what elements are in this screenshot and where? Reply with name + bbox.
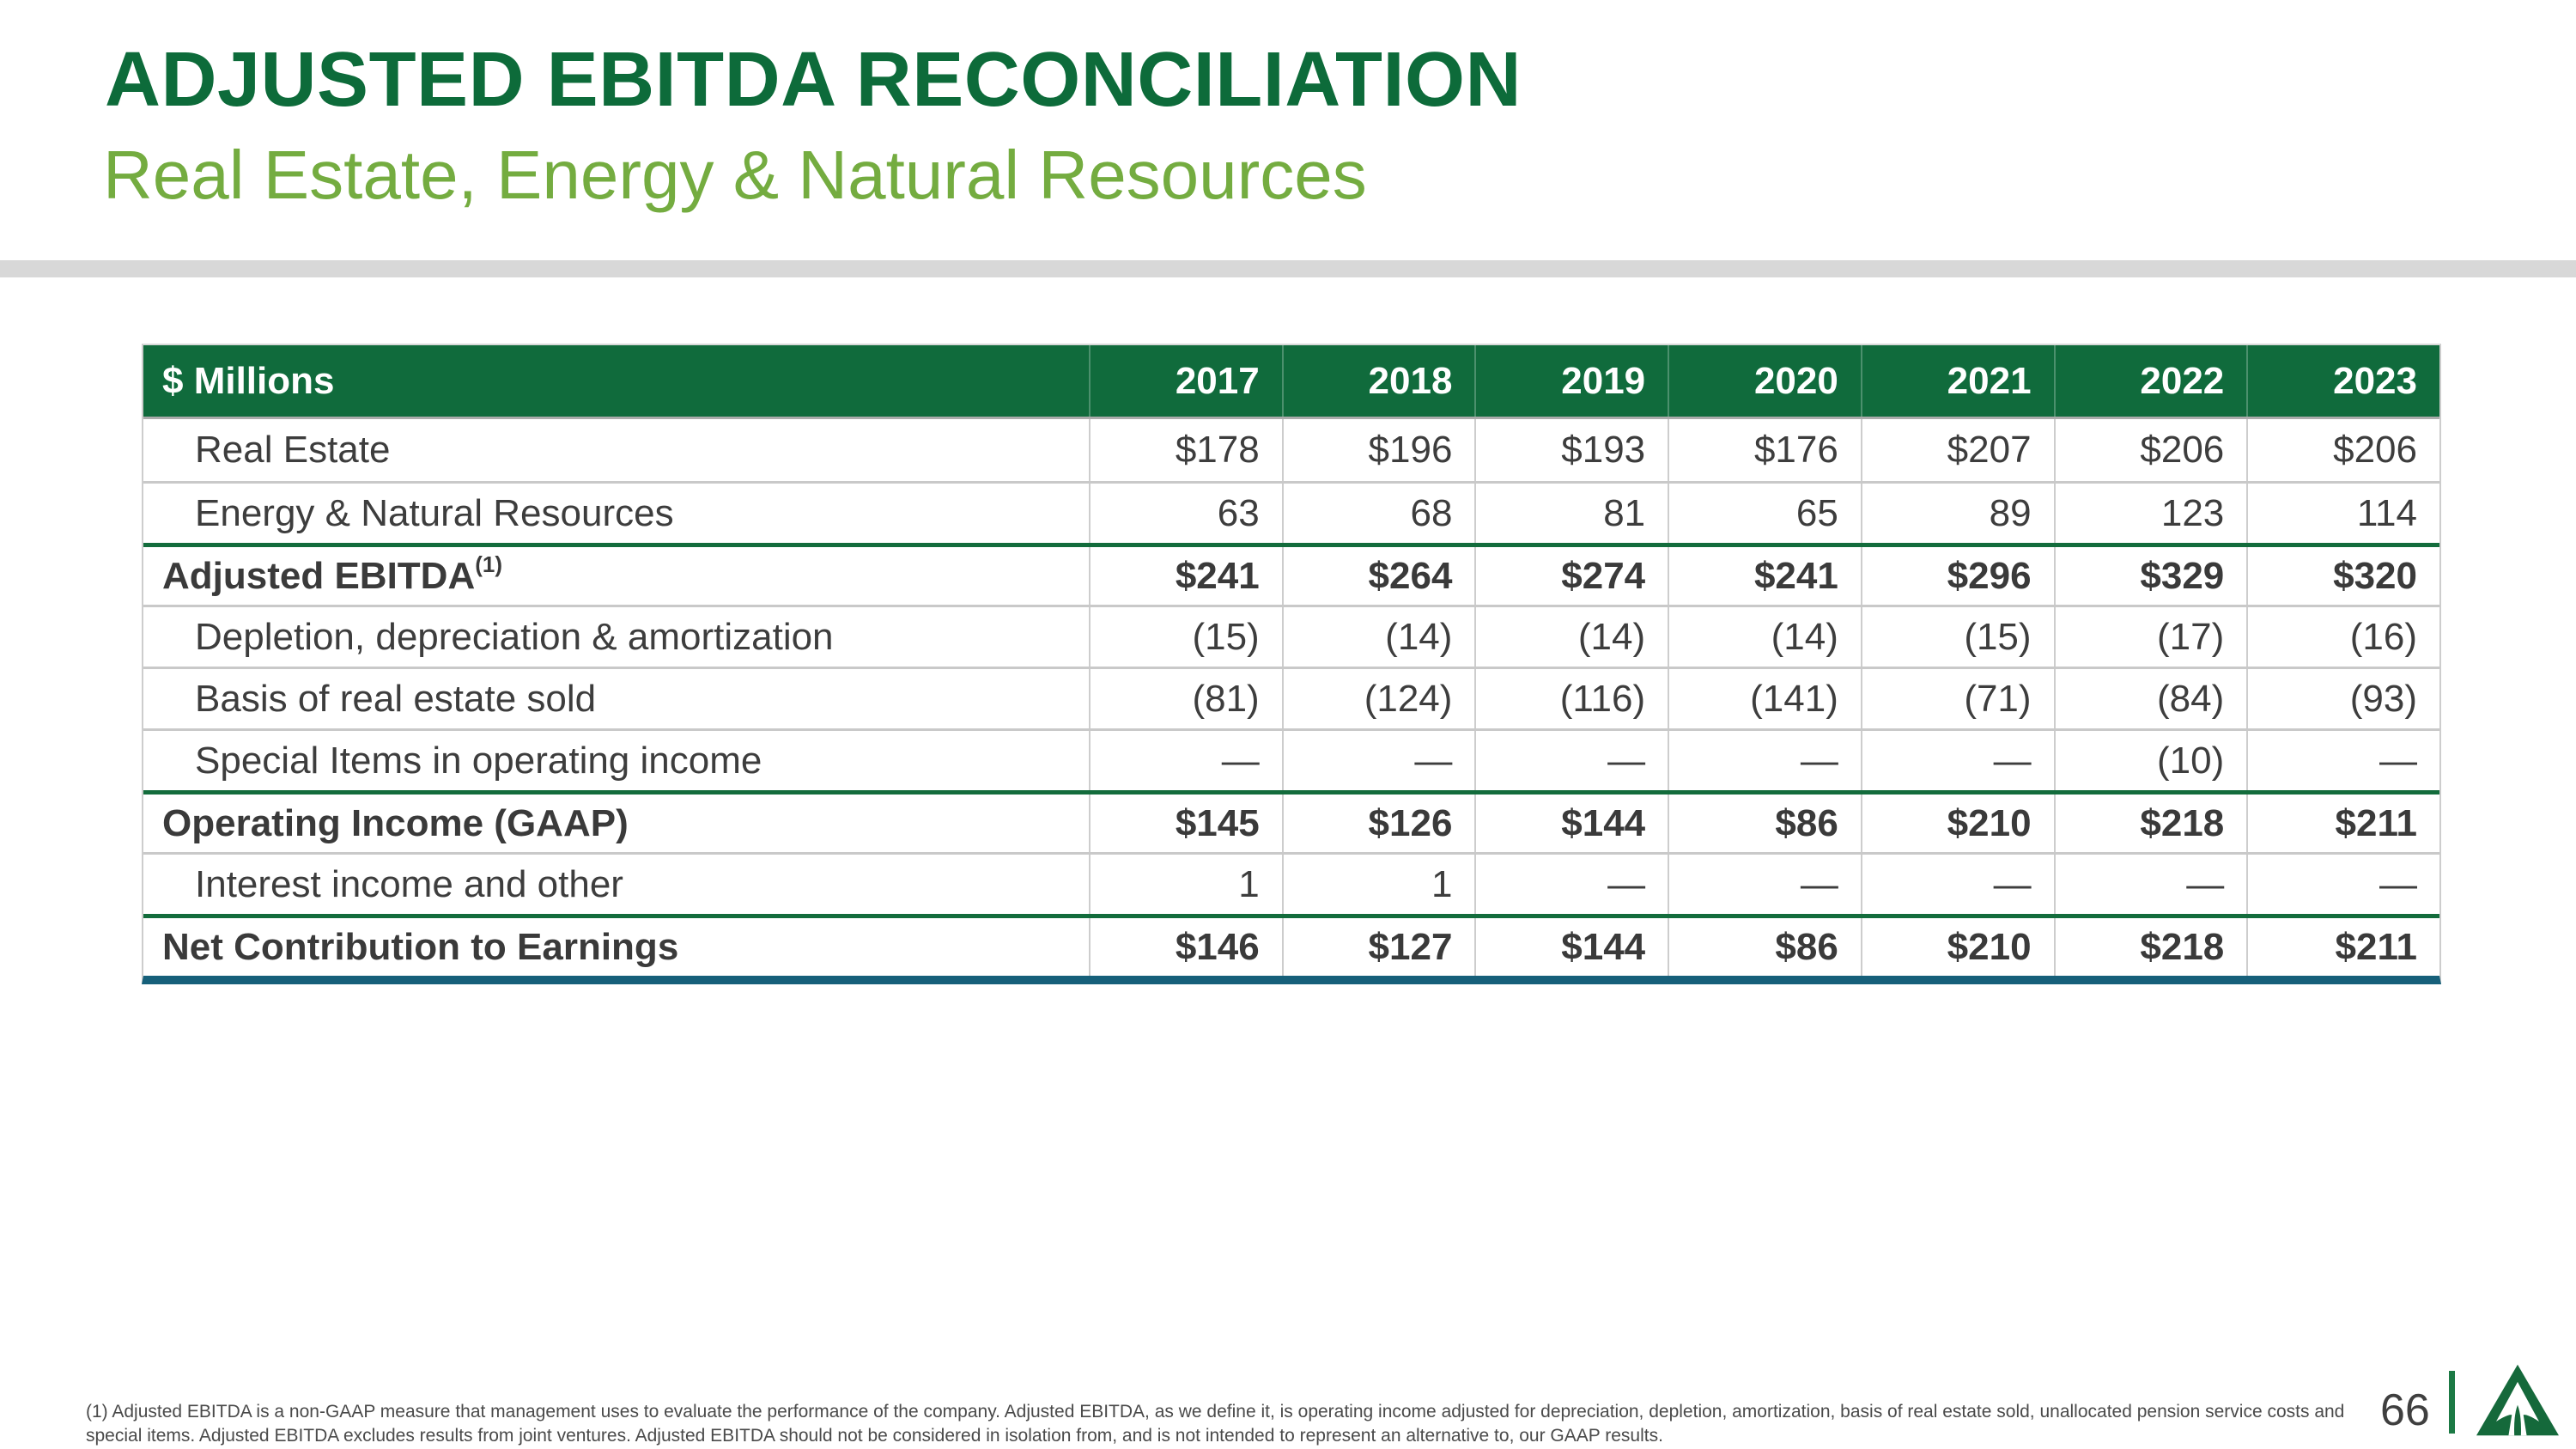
table-cell: $218 <box>2053 918 2247 976</box>
table-cell: $211 <box>2246 918 2439 976</box>
row-label: Interest income and other <box>195 862 623 905</box>
table-cell: $218 <box>2053 795 2247 852</box>
table-header-year: 2020 <box>1668 345 1861 417</box>
table-header-year: 2023 <box>2246 345 2439 417</box>
page-number: 66 <box>2380 1385 2430 1435</box>
table-cell: (15) <box>1089 607 1282 667</box>
row-label: Energy & Natural Resources <box>195 491 674 534</box>
table-cell: 89 <box>1860 484 2054 543</box>
row-label: Depletion, depreciation & amortization <box>195 615 834 658</box>
table-cell: $329 <box>2053 547 2247 605</box>
table-cell: (116) <box>1474 669 1668 728</box>
table-cell: — <box>1474 731 1668 790</box>
table-row-basis-of-real-estate-sold: Basis of real estate sold (81) (124) (11… <box>143 667 2439 728</box>
table-cell: (81) <box>1089 669 1282 728</box>
row-label: Basis of real estate sold <box>195 677 597 720</box>
table-header-year: 2022 <box>2053 345 2247 417</box>
page-subtitle: Real Estate, Energy & Natural Resources <box>103 137 1367 213</box>
row-label: Net Contribution to Earnings <box>162 925 679 968</box>
table-cell: $296 <box>1860 547 2054 605</box>
table-cell: $210 <box>1860 918 2054 976</box>
table-cell: $211 <box>2246 795 2439 852</box>
table-row-real-estate: Real Estate $178 $196 $193 $176 $207 $20… <box>143 419 2439 481</box>
row-label: Real Estate <box>195 429 391 471</box>
table-cell: — <box>1474 855 1668 914</box>
table-cell: $144 <box>1474 795 1668 852</box>
footnote-text: (1) Adjusted EBITDA is a non-GAAP measur… <box>86 1402 2345 1446</box>
table-cell: $176 <box>1668 419 1861 481</box>
table-cell: $241 <box>1668 547 1861 605</box>
table-cell: $86 <box>1668 795 1861 852</box>
table-cell: — <box>1281 731 1475 790</box>
table-row-special-items: Special Items in operating income — — — … <box>143 728 2439 790</box>
table-row-net-contribution-to-earnings: Net Contribution to Earnings $146 $127 $… <box>143 914 2439 976</box>
table-header-year: 2019 <box>1474 345 1668 417</box>
row-label: Operating Income (GAAP) <box>162 801 629 844</box>
table-header-year: 2017 <box>1089 345 1282 417</box>
title-divider-bar <box>0 260 2576 277</box>
table-cell: $207 <box>1860 419 2054 481</box>
table-cell: $178 <box>1089 419 1282 481</box>
table-cell: (84) <box>2053 669 2247 728</box>
table-cell: $146 <box>1089 918 1282 976</box>
table-cell: (93) <box>2246 669 2439 728</box>
table-cell: 63 <box>1089 484 1282 543</box>
table-cell: (10) <box>2053 731 2247 790</box>
table-row-depletion-depreciation-amortization: Depletion, depreciation & amortization (… <box>143 605 2439 667</box>
table-header-row: $ Millions 2017 2018 2019 2020 2021 2022… <box>143 345 2439 419</box>
table-cell: — <box>1668 855 1861 914</box>
table-cell: 68 <box>1281 484 1475 543</box>
table-header-unit-label: $ Millions <box>162 359 335 402</box>
table-cell: (15) <box>1860 607 2054 667</box>
table-cell: $241 <box>1089 547 1282 605</box>
table-cell: $86 <box>1668 918 1861 976</box>
table-row-adjusted-ebitda: Adjusted EBITDA (1) $241 $264 $274 $241 $… <box>143 543 2439 605</box>
table-cell: (124) <box>1281 669 1475 728</box>
page-title: ADJUSTED EBITDA RECONCILIATION <box>105 37 1522 123</box>
table-cell: — <box>2246 855 2439 914</box>
table-cell: $145 <box>1089 795 1282 852</box>
table-cell: 123 <box>2053 484 2247 543</box>
table-cell: $193 <box>1474 419 1668 481</box>
table-header-year: 2018 <box>1281 345 1475 417</box>
table-cell: (14) <box>1668 607 1861 667</box>
table-cell: $264 <box>1281 547 1475 605</box>
table-cell: $320 <box>2246 547 2439 605</box>
table-cell: $274 <box>1474 547 1668 605</box>
table-cell: $126 <box>1281 795 1475 852</box>
table-cell: — <box>1860 855 2054 914</box>
table-row-interest-income-and-other: Interest income and other 1 1 — — — — — <box>143 852 2439 914</box>
company-logo-icon <box>2476 1364 2559 1436</box>
table-cell: $206 <box>2053 419 2247 481</box>
table-cell: (141) <box>1668 669 1861 728</box>
table-cell: $196 <box>1281 419 1475 481</box>
table-cell: — <box>1860 731 2054 790</box>
table-cell: (16) <box>2246 607 2439 667</box>
table-cell: (14) <box>1281 607 1475 667</box>
table-cell: 1 <box>1281 855 1475 914</box>
table-cell: 114 <box>2246 484 2439 543</box>
table-cell: $144 <box>1474 918 1668 976</box>
logo-divider-bar <box>2449 1371 2455 1434</box>
row-label: Adjusted EBITDA (1) <box>162 551 503 597</box>
table-cell: $206 <box>2246 419 2439 481</box>
row-label: Special Items in operating income <box>195 739 762 782</box>
table-cell: 1 <box>1089 855 1282 914</box>
table-cell: $127 <box>1281 918 1475 976</box>
table-cell: — <box>2246 731 2439 790</box>
table-cell: (71) <box>1860 669 2054 728</box>
table-cell: (17) <box>2053 607 2247 667</box>
table-row-operating-income-gaap: Operating Income (GAAP) $145 $126 $144 $… <box>143 790 2439 852</box>
table-cell: — <box>1668 731 1861 790</box>
table-cell: (14) <box>1474 607 1668 667</box>
table-cell: — <box>1089 731 1282 790</box>
table-cell: 81 <box>1474 484 1668 543</box>
table-cell: 65 <box>1668 484 1861 543</box>
table-header-year: 2021 <box>1860 345 2054 417</box>
table-cell: — <box>2053 855 2247 914</box>
adjusted-ebitda-table: $ Millions 2017 2018 2019 2020 2021 2022… <box>142 344 2441 984</box>
table-row-energy-natural-resources: Energy & Natural Resources 63 68 81 65 8… <box>143 481 2439 543</box>
table-cell: $210 <box>1860 795 2054 852</box>
